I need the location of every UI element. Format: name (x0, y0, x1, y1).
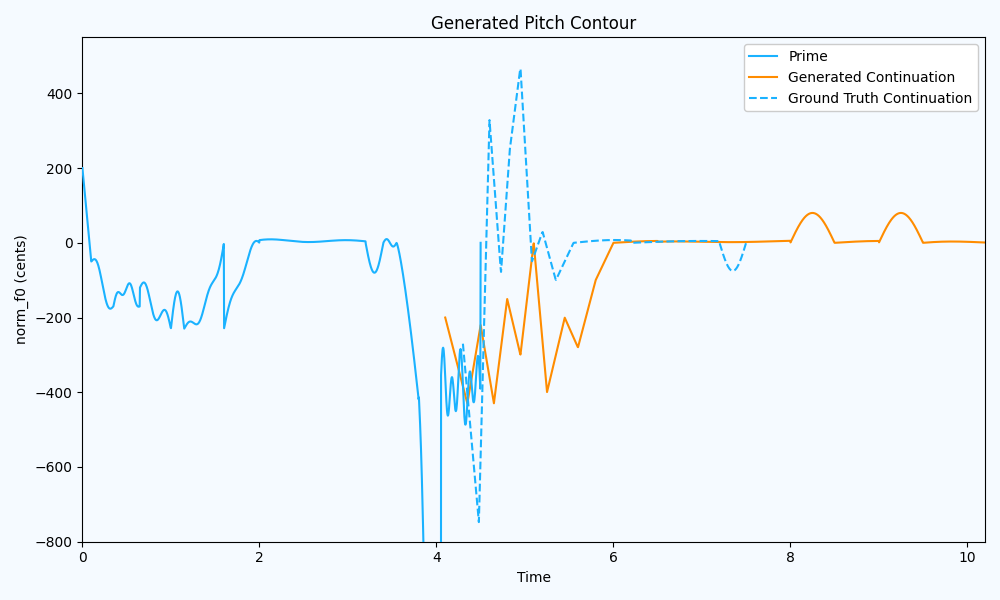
Prime (374, 257, 386, 265)
Generated Continuation (702, 238, 714, 245)
Ground Truth Continuation (539, 236, 551, 244)
Ground Truth Continuation (473, 518, 485, 526)
Generated Continuation (814, 214, 826, 221)
Generated Continuation (895, 209, 907, 217)
Y-axis label: norm_f0 (cents): norm_f0 (cents) (15, 235, 29, 344)
Line: Generated Continuation: Generated Continuation (445, 213, 985, 403)
Prime (87, 256, 99, 263)
Prime (215, 257, 227, 264)
Line: Ground Truth Continuation: Ground Truth Continuation (463, 69, 746, 522)
Ground Truth Continuation (465, 435, 477, 442)
Ground Truth Continuation (543, 253, 555, 260)
Prime (393, 247, 405, 254)
Ground Truth Continuation (515, 65, 527, 73)
Title: Generated Pitch Contour: Generated Pitch Contour (431, 15, 636, 33)
Ground Truth Continuation (740, 239, 752, 247)
Generated Continuation (953, 238, 965, 245)
Ground Truth Continuation (624, 237, 636, 244)
Generated Continuation (461, 400, 473, 407)
Prime (76, 164, 88, 172)
Prime (475, 239, 487, 247)
Prime (172, 289, 184, 296)
X-axis label: Time: Time (517, 571, 551, 585)
Legend: Prime, Generated Continuation, Ground Truth Continuation: Prime, Generated Continuation, Ground Tr… (744, 44, 978, 111)
Generated Continuation (818, 220, 830, 227)
Generated Continuation (439, 314, 451, 321)
Ground Truth Continuation (484, 122, 496, 130)
Generated Continuation (741, 238, 753, 245)
Ground Truth Continuation (457, 340, 469, 347)
Line: Prime: Prime (82, 168, 481, 600)
Generated Continuation (669, 238, 681, 245)
Generated Continuation (979, 239, 991, 246)
Prime (215, 256, 227, 263)
Ground Truth Continuation (665, 238, 677, 245)
